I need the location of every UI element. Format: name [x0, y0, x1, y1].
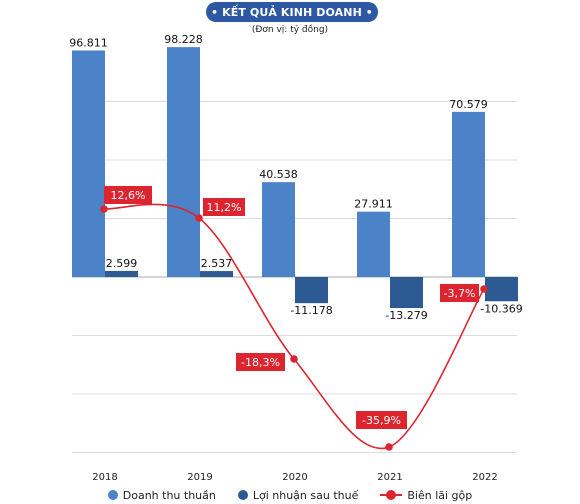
x-tick-label: 2022: [472, 472, 497, 483]
revenue-bar: [357, 211, 390, 277]
profit-bar: [390, 277, 423, 309]
revenue-data-label: 70.579: [449, 98, 488, 111]
margin-data-label: -18,3%: [241, 356, 280, 369]
profit-bar: [105, 270, 138, 277]
legend-item-profit: Lợi nhuận sau thuế: [237, 488, 359, 502]
margin-label-box: [203, 198, 245, 216]
profit-data-label: 2.599: [106, 257, 138, 270]
revenue-data-label: 98.228: [164, 33, 203, 46]
margin-data-label: 11,2%: [207, 201, 242, 214]
legend-marker-margin: [380, 490, 403, 500]
legend-marker-profit: [237, 490, 248, 500]
revenue-bar: [262, 182, 295, 277]
margin-label-box: [236, 353, 285, 371]
margin-point: [480, 285, 488, 293]
revenue-data-label: 96.811: [69, 36, 108, 49]
revenue-bar: [72, 50, 105, 277]
legend-item-margin: Biên lãi gộp: [380, 489, 472, 502]
unit-label: (Đơn vị: tỷ đồng): [251, 25, 329, 35]
revenue-bar: [452, 111, 485, 277]
profit-bar: [200, 271, 233, 277]
margin-label-box: [440, 284, 479, 302]
margin-label-box: [104, 186, 152, 204]
profit-bar: [485, 277, 518, 302]
revenue-bar: [167, 47, 200, 277]
profit-data-label: 2.537: [201, 257, 233, 270]
x-tick-label: 2020: [282, 472, 307, 483]
legend-label-profit: Lợi nhuận sau thuế: [252, 488, 359, 502]
profit-bar: [295, 277, 328, 304]
revenue-data-label: 27.911: [354, 198, 393, 211]
margin-data-label: 12,6%: [111, 189, 146, 202]
profit-data-label: -10.369: [480, 302, 522, 315]
margin-point: [290, 355, 298, 363]
margin-data-label: -35,9%: [362, 414, 401, 427]
margin-point: [100, 205, 108, 213]
legend-label-revenue: Doanh thu thuần: [122, 488, 216, 502]
legend: Doanh thu thuần Lợi nhuận sau thuế Biên …: [0, 487, 580, 503]
x-tick-label: 2019: [187, 472, 212, 483]
x-tick-label: 2018: [92, 472, 117, 483]
chart-title: • KẾT QUẢ KINH DOANH •: [206, 2, 378, 22]
margin-point: [195, 214, 203, 222]
profit-data-label: -11.178: [290, 304, 332, 317]
margin-point: [385, 443, 393, 451]
revenue-data-label: 40.538: [259, 168, 298, 181]
legend-label-margin: Biên lãi gộp: [407, 488, 473, 502]
legend-item-revenue: Doanh thu thuần: [107, 488, 216, 502]
margin-data-label: -3,7%: [444, 287, 476, 300]
profit-data-label: -13.279: [385, 309, 427, 322]
legend-marker-revenue: [107, 490, 118, 500]
margin-label-box: [356, 411, 407, 429]
x-tick-label: 2021: [377, 472, 402, 483]
